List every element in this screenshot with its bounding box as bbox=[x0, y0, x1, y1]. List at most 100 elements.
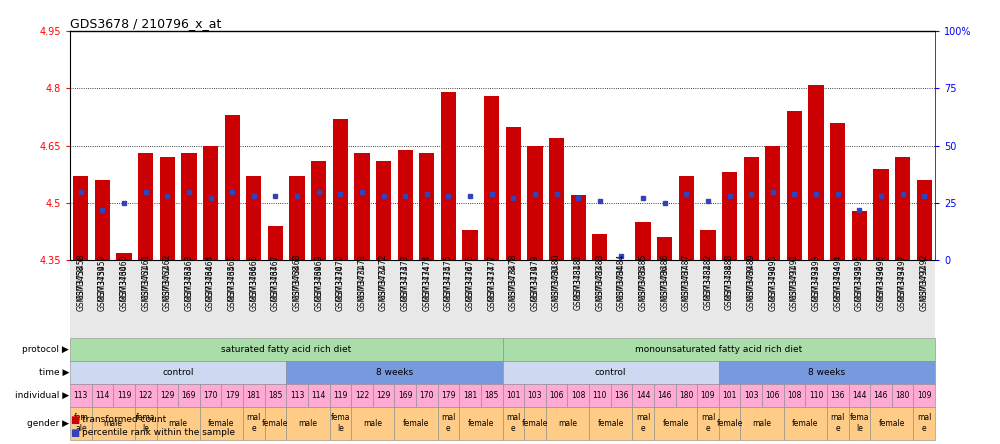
Bar bbox=[697, 407, 719, 440]
Bar bbox=[762, 384, 784, 407]
Text: gender ▶: gender ▶ bbox=[27, 419, 69, 428]
Bar bbox=[441, 92, 456, 260]
Text: GSM373492: GSM373492 bbox=[920, 264, 929, 310]
Bar bbox=[744, 157, 759, 260]
Text: GSM373464: GSM373464 bbox=[206, 264, 215, 311]
Text: fema
le: fema le bbox=[331, 413, 350, 433]
Bar bbox=[589, 407, 632, 440]
Bar bbox=[70, 338, 503, 361]
Bar bbox=[870, 407, 913, 440]
Bar bbox=[351, 407, 394, 440]
Bar bbox=[113, 384, 135, 407]
Bar bbox=[895, 157, 910, 260]
Text: male: male bbox=[558, 419, 577, 428]
Bar bbox=[243, 407, 265, 440]
Text: percentile rank within the sample: percentile rank within the sample bbox=[82, 428, 235, 437]
Text: 144: 144 bbox=[852, 391, 867, 400]
Text: GDS3678 / 210796_x_at: GDS3678 / 210796_x_at bbox=[70, 17, 221, 30]
Bar bbox=[354, 153, 370, 260]
Bar bbox=[506, 127, 521, 260]
Text: GSM373463: GSM373463 bbox=[184, 264, 193, 311]
Bar bbox=[765, 146, 780, 260]
Text: GSM373474: GSM373474 bbox=[422, 264, 431, 311]
Text: 101: 101 bbox=[506, 391, 520, 400]
Text: GSM373489: GSM373489 bbox=[747, 264, 756, 310]
Bar bbox=[917, 180, 932, 260]
Text: GSM373497: GSM373497 bbox=[898, 264, 907, 311]
Text: GSM373479: GSM373479 bbox=[530, 264, 539, 311]
Text: male: male bbox=[298, 419, 317, 428]
Text: 8 weeks: 8 weeks bbox=[376, 368, 413, 377]
Bar bbox=[503, 407, 524, 440]
Text: GSM373488: GSM373488 bbox=[725, 264, 734, 310]
Text: 129: 129 bbox=[376, 391, 391, 400]
Bar bbox=[892, 384, 913, 407]
Bar bbox=[333, 119, 348, 260]
Text: 170: 170 bbox=[420, 391, 434, 400]
Text: female: female bbox=[208, 419, 235, 428]
Text: GSM373476: GSM373476 bbox=[466, 264, 475, 311]
Text: male: male bbox=[169, 419, 188, 428]
Bar bbox=[92, 407, 135, 440]
Bar bbox=[178, 384, 200, 407]
Bar bbox=[546, 384, 567, 407]
Text: 114: 114 bbox=[312, 391, 326, 400]
Text: 180: 180 bbox=[895, 391, 910, 400]
Bar bbox=[719, 384, 740, 407]
Text: 169: 169 bbox=[182, 391, 196, 400]
Text: control: control bbox=[595, 368, 626, 377]
Text: male: male bbox=[104, 419, 123, 428]
Bar bbox=[611, 384, 632, 407]
Bar bbox=[632, 384, 654, 407]
Bar bbox=[503, 338, 935, 361]
Bar bbox=[92, 384, 113, 407]
Text: 181: 181 bbox=[247, 391, 261, 400]
Text: 119: 119 bbox=[333, 391, 348, 400]
Text: 108: 108 bbox=[787, 391, 802, 400]
Bar bbox=[830, 123, 845, 260]
Text: GSM373459: GSM373459 bbox=[98, 264, 107, 311]
Bar bbox=[503, 384, 524, 407]
Bar bbox=[73, 176, 88, 260]
Text: mal
e: mal e bbox=[917, 413, 931, 433]
Bar bbox=[635, 222, 651, 260]
Bar bbox=[225, 115, 240, 260]
Text: 113: 113 bbox=[74, 391, 88, 400]
Bar bbox=[156, 384, 178, 407]
Text: 180: 180 bbox=[679, 391, 694, 400]
Bar bbox=[462, 230, 478, 260]
Bar bbox=[805, 384, 827, 407]
Text: monounsaturated fatty acid rich diet: monounsaturated fatty acid rich diet bbox=[635, 345, 802, 354]
Text: female: female bbox=[597, 419, 624, 428]
Bar bbox=[308, 384, 330, 407]
Text: GSM373485: GSM373485 bbox=[639, 264, 648, 310]
Text: ■: ■ bbox=[70, 415, 79, 424]
Text: GSM373494: GSM373494 bbox=[833, 264, 842, 311]
Bar bbox=[484, 96, 499, 260]
Text: GSM373458: GSM373458 bbox=[76, 264, 85, 310]
Text: fem
ale: fem ale bbox=[73, 413, 88, 433]
Text: fema
le: fema le bbox=[136, 413, 155, 433]
Bar bbox=[265, 407, 286, 440]
Bar bbox=[268, 226, 283, 260]
Text: female: female bbox=[403, 419, 429, 428]
Bar bbox=[654, 384, 676, 407]
Text: 169: 169 bbox=[398, 391, 412, 400]
Text: 136: 136 bbox=[830, 391, 845, 400]
Text: female: female bbox=[792, 419, 818, 428]
Bar bbox=[571, 195, 586, 260]
Bar bbox=[70, 361, 286, 384]
Text: female: female bbox=[468, 419, 494, 428]
Text: 181: 181 bbox=[463, 391, 477, 400]
Text: 146: 146 bbox=[874, 391, 888, 400]
Bar bbox=[135, 384, 156, 407]
Bar bbox=[289, 176, 305, 260]
Text: GSM373470: GSM373470 bbox=[336, 264, 345, 311]
Text: fema
le: fema le bbox=[850, 413, 869, 433]
Bar bbox=[527, 146, 543, 260]
Text: 114: 114 bbox=[95, 391, 110, 400]
Bar bbox=[848, 384, 870, 407]
Text: GSM373496: GSM373496 bbox=[876, 264, 885, 311]
Bar bbox=[481, 384, 503, 407]
Text: transformed count: transformed count bbox=[82, 415, 166, 424]
